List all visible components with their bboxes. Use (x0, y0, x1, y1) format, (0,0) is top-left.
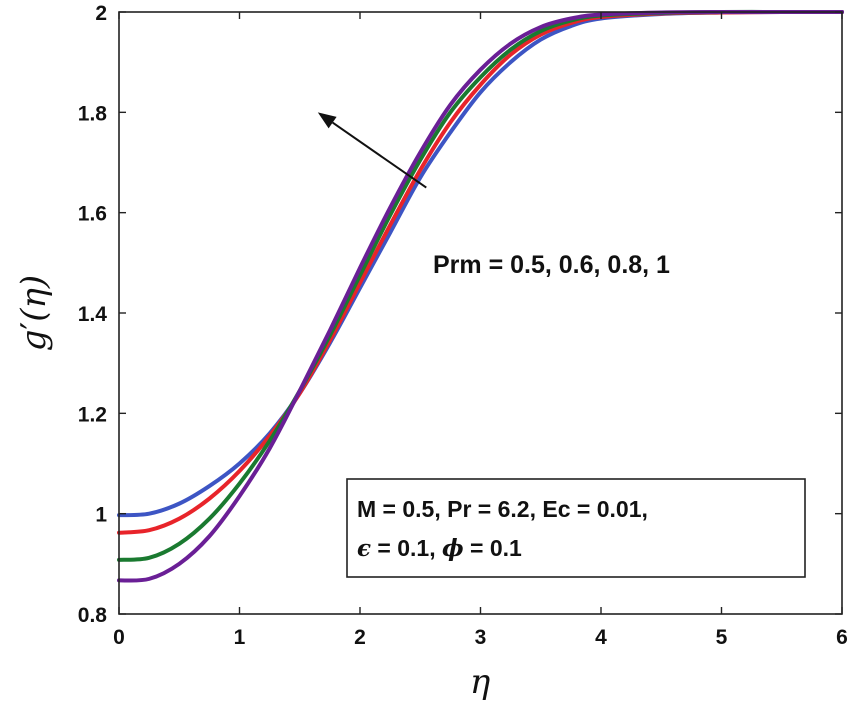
x-tick-label: 2 (354, 626, 366, 649)
y-tick-label: 0.8 (78, 604, 108, 627)
y-tick-label: 2 (95, 2, 107, 25)
x-tick-label: 0 (113, 626, 125, 649)
x-axis-label: η (470, 662, 491, 702)
legend-line-2: ϵ = 0.1, ϕ = 0.1 (357, 535, 522, 562)
annotation-text: Prm = 0.5, 0.6, 0.8, 1 (433, 251, 670, 279)
legend-line-2-end: = 0.1 (464, 535, 522, 561)
y-tick-label: 1 (95, 504, 107, 527)
x-tick-label: 3 (475, 626, 487, 649)
legend-line-1: M = 0.5, Pr = 6.2, Ec = 0.01, (357, 496, 648, 522)
y-tick-label: 1.2 (78, 403, 107, 426)
series-layer (117, 9, 844, 583)
phi-symbol: ϕ (442, 535, 464, 562)
x-tick-label: 1 (234, 626, 246, 649)
annotation-arrow (317, 112, 427, 189)
plot-frame (118, 11, 843, 615)
legend-frame (346, 478, 806, 578)
y-tick-label: 1.6 (78, 203, 107, 226)
x-tick-label: 4 (595, 626, 607, 649)
arrow-head (317, 112, 337, 129)
y-axis-label: g′(η) (14, 275, 54, 351)
y-tick-label: 1.8 (78, 102, 108, 125)
legend-box: M = 0.5, Pr = 6.2, Ec = 0.01, ϵ = 0.1, ϕ… (346, 478, 806, 578)
series-line-4 (117, 9, 844, 583)
y-axis-label-main: g (14, 329, 54, 351)
y-axis-label-arg: (η) (14, 275, 54, 322)
legend-line-2-mid: = 0.1, (371, 535, 442, 561)
x-tick-label: 6 (836, 626, 848, 649)
y-axis-label-prime: ′ (14, 322, 54, 330)
tick-layer: 0 1 2 3 4 5 6 0.8 1 1.2 1.4 1.6 1.8 2 (78, 2, 848, 649)
y-tick-label: 1.4 (78, 303, 108, 326)
x-tick-label: 5 (716, 626, 728, 649)
epsilon-symbol: ϵ (357, 535, 371, 562)
arrow-shaft (332, 121, 427, 189)
